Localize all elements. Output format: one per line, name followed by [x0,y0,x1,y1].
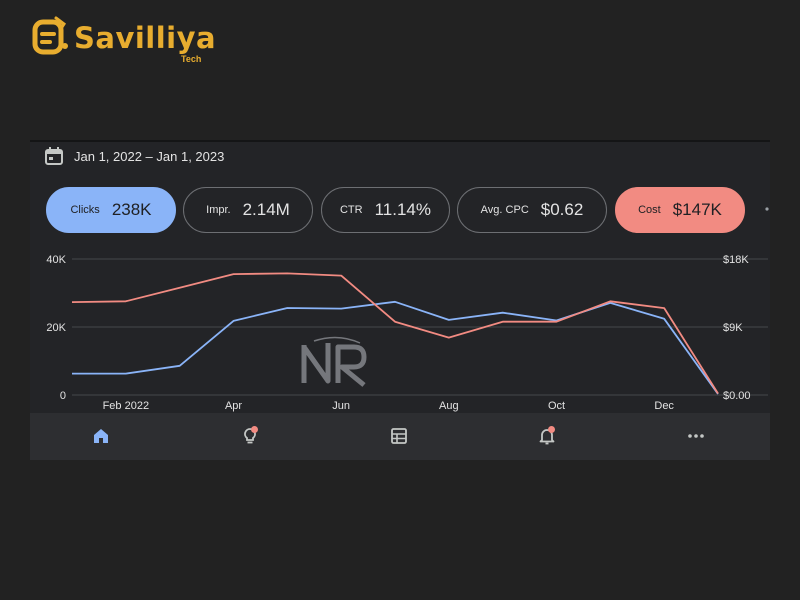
date-range-selector[interactable]: Jan 1, 2022 – Jan 1, 2023 [44,144,224,168]
x-axis-tick-label: Feb 2022 [103,400,149,412]
metric-value: $147K [672,200,722,219]
app-screen: Jan 1, 2022 – Jan 1, 2023 Clicks 238K Im… [30,140,770,460]
performance-chart: 0 20K 40K $0.00 $9K $18K Feb 2022 Apr Jun Aug Oct… [46,254,768,412]
left-axis-tick-label: 0 [60,390,66,402]
left-axis-tick-label: 20K [46,322,66,334]
right-axis-tick-label: $18K [723,254,749,266]
left-axis-tick-label: 40K [46,254,66,266]
watermark-logo [301,336,367,387]
bell-icon[interactable] [536,425,558,447]
brand-name: Savilliya [74,21,217,55]
notification-badge [251,426,258,433]
metric-label: Cost [638,204,661,216]
metric-chip-avg-cpc[interactable]: Avg. CPC $0.62 [457,187,607,233]
metric-chip-ctr[interactable]: CTR 11.14% [321,187,450,233]
metric-value: 238K [111,200,152,219]
notification-badge [548,426,555,433]
metric-chip-cost[interactable]: Cost $147K [615,187,745,233]
bottom-navigation [30,413,770,460]
lightbulb-icon[interactable] [239,425,261,447]
metric-value: 11.14% [374,200,431,219]
x-axis-tick-label: Oct [548,400,565,412]
brand-subtitle: Tech [181,54,202,64]
metric-chip-impressions[interactable]: Impr. 2.14M [183,187,313,233]
x-axis-tick-label: Dec [654,400,674,412]
metric-label: Clicks [70,204,100,216]
series-line-clicks [72,300,719,395]
top-divider [30,140,770,142]
home-icon[interactable] [90,425,112,447]
metric-chip-clicks[interactable]: Clicks 238K [46,187,176,233]
metric-label: CTR [339,204,363,216]
more-icon[interactable] [685,425,707,447]
metric-value: $0.62 [540,200,584,219]
brand-mark-icon [32,16,68,55]
metric-chips: Clicks 238K Impr. 2.14M CTR 11.14% Avg. … [46,187,770,233]
right-axis-tick-label: $0.00 [723,390,751,402]
table-icon[interactable] [388,425,410,447]
x-axis-tick-label: Jun [332,400,350,412]
calendar-icon [45,147,63,165]
metric-value: 2.14M [242,200,290,219]
x-axis-tick-label: Apr [225,400,242,412]
brand-logo: Savilliya Tech [30,12,230,64]
series-line-cost [71,272,719,394]
date-range-label: Jan 1, 2022 – Jan 1, 2023 [74,148,225,164]
metric-label: Avg. CPC [480,204,529,216]
chips-scroll-indicator-icon [765,207,769,211]
x-axis-tick-label: Aug [439,400,459,412]
right-axis-tick-label: $9K [723,322,743,334]
metric-label: Impr. [206,204,231,216]
